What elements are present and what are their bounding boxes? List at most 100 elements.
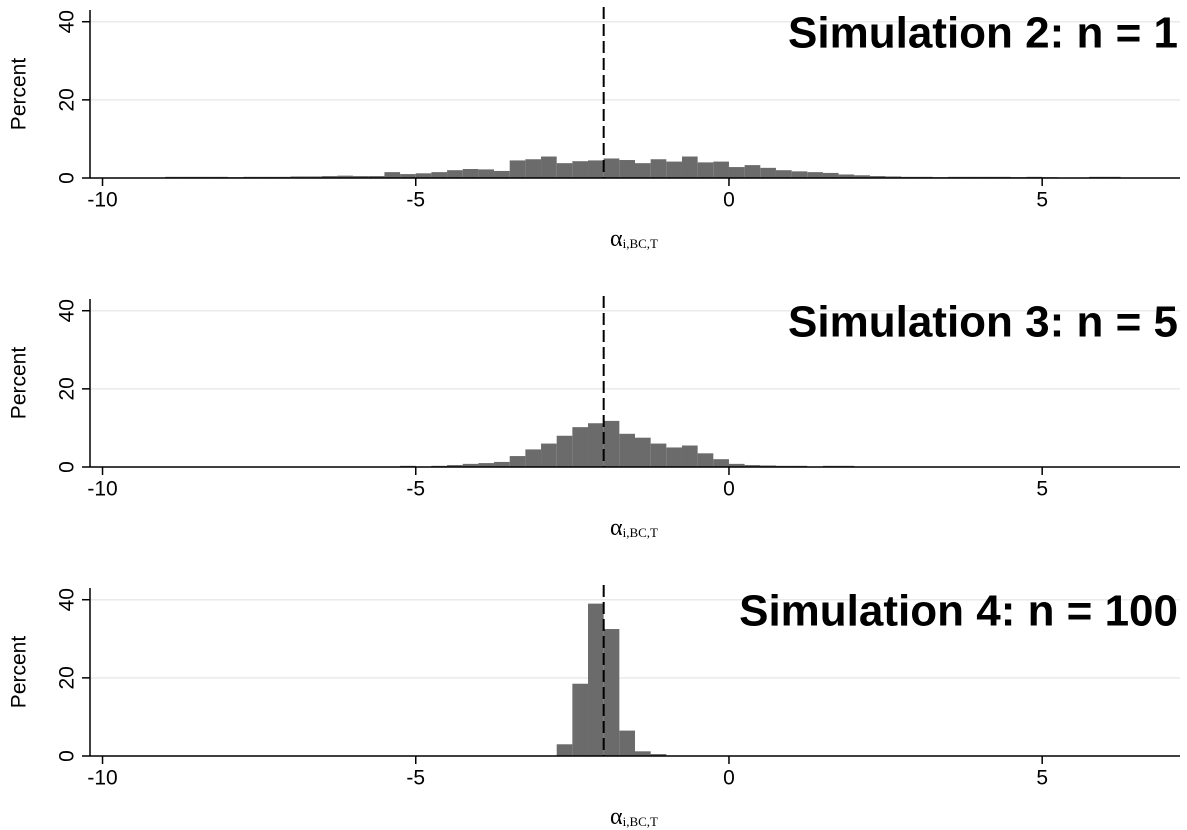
bar	[384, 172, 401, 178]
bar	[885, 176, 902, 178]
x-tick-label: -10	[87, 767, 117, 790]
bar	[619, 433, 635, 467]
bar	[838, 174, 855, 178]
chart-title: Simulation 4: n = 100	[739, 587, 1178, 636]
x-tick-label: -5	[406, 478, 425, 501]
x-tick-label: 5	[1036, 478, 1048, 501]
x-axis-label-sub: i,BC,T	[623, 525, 658, 540]
bar	[556, 163, 573, 178]
bar	[650, 754, 667, 756]
bar	[400, 174, 416, 178]
bar	[603, 420, 620, 467]
x-tick-label: 5	[1036, 189, 1048, 212]
y-tick-label: 40	[56, 10, 79, 33]
bar	[353, 176, 369, 178]
bar	[556, 435, 573, 467]
bar	[368, 176, 385, 178]
bar	[478, 463, 495, 467]
bar	[415, 173, 432, 178]
bar	[635, 163, 651, 178]
chart-title: Simulation 2: n = 1	[788, 9, 1178, 58]
x-tick-label: -5	[406, 767, 425, 790]
y-tick-label: 40	[56, 299, 79, 322]
bar	[713, 459, 729, 467]
bar	[697, 162, 714, 178]
x-axis-label-main: α	[610, 515, 623, 541]
bar	[603, 629, 620, 756]
x-axis-label-sub: i,BC,T	[623, 236, 658, 251]
bar	[728, 463, 745, 467]
bar	[713, 161, 729, 178]
bar	[494, 170, 510, 178]
bar	[306, 176, 322, 178]
bar	[697, 453, 714, 467]
bar	[681, 445, 698, 467]
x-tick-label: 0	[723, 478, 735, 501]
bar	[572, 427, 589, 467]
x-axis-label: αi,BC,T	[610, 804, 658, 830]
bar	[619, 730, 635, 756]
bar	[525, 449, 542, 467]
bar	[588, 603, 604, 756]
bar	[666, 447, 682, 467]
x-axis-label-main: α	[610, 226, 623, 252]
bar	[760, 465, 776, 467]
x-axis-label-sub: i,BC,T	[623, 814, 658, 829]
y-tick-label: 20	[56, 377, 79, 400]
bar	[509, 456, 526, 467]
bar	[744, 165, 761, 178]
bar	[744, 465, 761, 467]
bar	[807, 172, 823, 178]
panel: 0 20 40 -10 -5 0 5 αi,BC,T Percent Simulation 2: …	[8, 7, 1180, 252]
bar	[650, 443, 667, 467]
y-tick-label: 0	[56, 750, 79, 762]
chart-title: Simulation 3: n = 5	[788, 298, 1178, 347]
panel: 0 20 40 -10 -5 0 5 αi,BC,T Percent Simulation 4: …	[8, 585, 1180, 830]
bar	[447, 465, 463, 467]
y-axis-label: Percent	[8, 347, 31, 420]
x-tick-label: -10	[87, 478, 117, 501]
bar	[588, 423, 604, 467]
bar	[666, 161, 682, 178]
bar	[556, 744, 573, 756]
y-tick-label: 20	[56, 88, 79, 111]
bar	[572, 683, 589, 756]
x-tick-label: 0	[723, 189, 735, 212]
bar	[603, 158, 620, 178]
bar	[321, 176, 338, 178]
bar	[588, 160, 604, 178]
y-tick-label: 20	[56, 666, 79, 689]
bar	[681, 156, 698, 178]
y-tick-label: 0	[56, 172, 79, 184]
x-tick-label: -10	[87, 189, 117, 212]
bar	[854, 175, 870, 178]
bar	[822, 172, 839, 178]
y-axis-label: Percent	[8, 636, 31, 709]
bar	[494, 461, 510, 467]
bar	[760, 167, 776, 178]
bar	[541, 156, 557, 178]
y-axis-label: Percent	[8, 58, 31, 131]
bar	[462, 169, 479, 178]
bar	[431, 172, 448, 178]
bar	[791, 171, 808, 178]
bar	[728, 167, 745, 178]
bar	[775, 170, 792, 178]
bar	[650, 159, 667, 178]
bar	[337, 175, 354, 178]
bar	[635, 437, 651, 467]
bar	[447, 170, 463, 178]
bar	[462, 463, 479, 467]
bar	[869, 176, 886, 178]
bar	[635, 751, 651, 756]
x-axis-label: αi,BC,T	[610, 226, 658, 252]
bar	[478, 169, 495, 178]
y-tick-label: 0	[56, 461, 79, 473]
x-axis-label: αi,BC,T	[610, 515, 658, 541]
bar	[525, 159, 542, 178]
x-tick-label: 0	[723, 767, 735, 790]
x-tick-label: 5	[1036, 767, 1048, 790]
y-tick-label: 40	[56, 588, 79, 611]
